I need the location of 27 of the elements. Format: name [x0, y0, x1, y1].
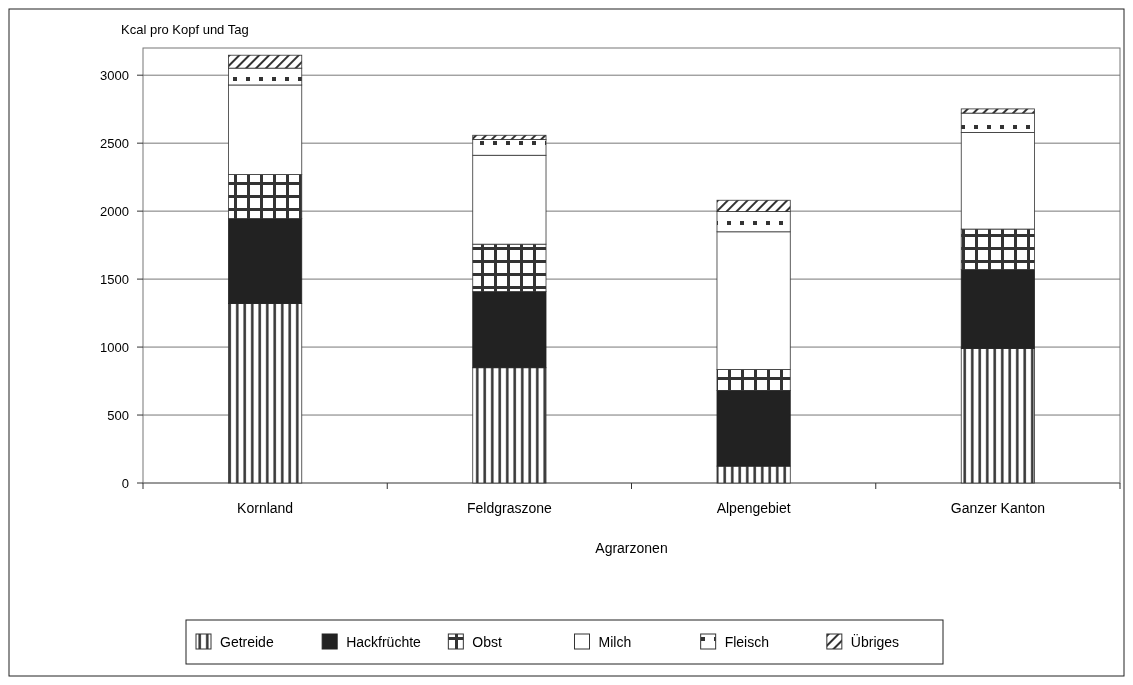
bar — [960, 269, 1035, 349]
bar — [716, 465, 791, 484]
y-tick-label: 3000 — [100, 67, 129, 83]
bar — [472, 291, 547, 369]
legend-label: Übriges — [850, 632, 900, 650]
x-tick-label: Alpengebiet — [716, 500, 791, 516]
x-tick-label: Kornland — [237, 500, 294, 516]
y-tick-label: 1500 — [100, 271, 129, 287]
x-tick-label: Ganzer Kanton — [950, 500, 1045, 516]
bar — [228, 218, 303, 304]
y-tick-label: 500 — [107, 407, 129, 423]
bar — [960, 348, 1035, 484]
y-tick-label: 2500 — [100, 135, 129, 151]
bar — [228, 303, 303, 484]
legend-label: Obst — [472, 633, 503, 650]
x-tick-label: Feldgraszone — [466, 500, 552, 516]
legend-label: Getreide — [220, 633, 274, 650]
bar — [472, 367, 547, 484]
bar — [716, 390, 791, 467]
x-axis-title: Agrarzonen — [595, 540, 668, 556]
y-tick-label: 2000 — [100, 203, 129, 219]
legend-label: Hackfrüchte — [346, 633, 422, 650]
y-tick-label: 0 — [121, 475, 129, 491]
y-tick-label: 1000 — [100, 339, 129, 355]
legend-label: Fleisch — [724, 633, 770, 650]
legend-label: Milch — [598, 633, 632, 650]
y-axis-title: Kcal pro Kopf und Tag — [121, 22, 249, 37]
